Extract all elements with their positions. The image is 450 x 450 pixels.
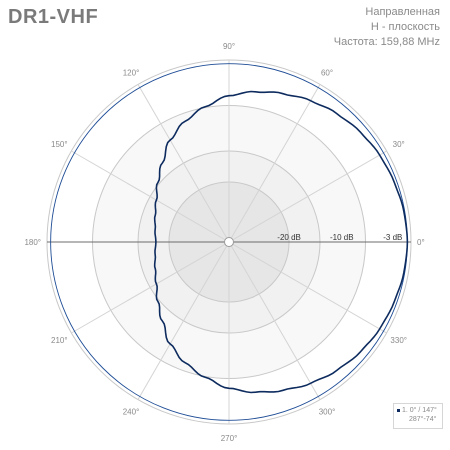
grid-spoke [228, 84, 321, 243]
radiation-pattern-layer [153, 90, 409, 394]
axis-labels: 0° 30° 60° 90° 120° 150° 180° 210° 240° 270° 300° 3… [24, 42, 424, 443]
angle-tick-label: 180° [24, 238, 41, 247]
legend-range: 287°-74° [409, 416, 437, 423]
grid-spoke [228, 150, 387, 243]
legend-entry: 1. 0° / 147° [402, 407, 437, 414]
angle-tick-label: 210° [51, 336, 68, 345]
radial-tick-label: -3 dB [383, 233, 402, 242]
grid-spoke [228, 241, 321, 400]
info-block: Направленная H - плоскость Частота: 159,… [334, 5, 440, 50]
pattern-type: Направленная [365, 6, 440, 18]
legend-box: 1. 0° / 147° 287°-74° [393, 403, 443, 429]
radial-tick-label: -20 dB [277, 233, 301, 242]
angle-tick-label: 30° [393, 140, 405, 149]
plane-label: H - плоскость [370, 21, 440, 33]
chart-title: DR1-VHF [8, 6, 99, 28]
pattern-curve [153, 90, 409, 394]
angle-tick-label: 90° [223, 42, 235, 51]
grid-spoke [137, 84, 230, 243]
angle-tick-label: 270° [221, 434, 238, 443]
angle-tick-label: 300° [319, 408, 336, 417]
radial-tick-label: -10 dB [330, 233, 354, 242]
angle-tick-label: 120° [123, 68, 140, 77]
angle-tick-label: 0° [417, 238, 425, 247]
grid-spoke [228, 241, 387, 334]
angle-tick-label: 330° [390, 336, 407, 345]
angle-tick-label: 240° [123, 408, 140, 417]
grid-spoke [71, 241, 230, 334]
legend-swatch [397, 408, 400, 412]
frequency-label: Частота: 159,88 MHz [333, 36, 440, 48]
angle-tick-label: 150° [51, 140, 68, 149]
grid-spoke [137, 241, 230, 400]
angle-tick-label: 60° [321, 68, 333, 77]
grid-spoke [71, 150, 230, 243]
polar-grid [46, 59, 412, 425]
center-marker [224, 237, 234, 247]
